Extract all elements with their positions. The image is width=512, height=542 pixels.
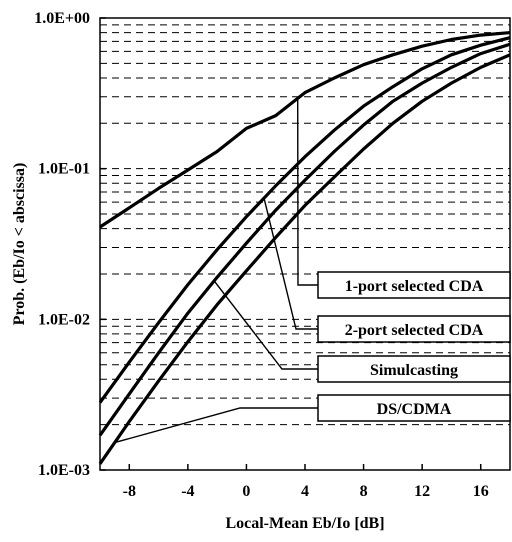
x-tick-label: -4 <box>181 483 194 500</box>
y-tick-label: 1.0E-02 <box>38 311 90 328</box>
legend-leader-line <box>114 407 318 444</box>
x-tick-label: 4 <box>301 483 309 500</box>
y-tick-label: 1.0E-01 <box>38 161 90 178</box>
y-axis-label: Prob. (Eb/Io < abscissa) <box>11 163 28 326</box>
x-tick-label: 8 <box>360 483 368 500</box>
legend-label: Simulcasting <box>370 362 458 379</box>
legend-box <box>317 315 511 343</box>
x-tick-label: 0 <box>242 483 250 500</box>
legend-leader-line <box>297 98 318 286</box>
x-tick-label: 16 <box>473 483 489 500</box>
legend-box <box>317 394 511 422</box>
x-tick-label: 12 <box>414 483 430 500</box>
series-line-1-port-selected-cda <box>99 31 511 229</box>
series-line-simulcasting <box>98 42 511 437</box>
legend-label: 1-port selected CDA <box>345 278 484 295</box>
axis-ticks: 1.0E-03 1.0E-02 1.0E-01 1.0E+00 -8 -4 0 4 8 12 16 <box>34 10 489 500</box>
legend-label: 2-port selected CDA <box>345 322 484 339</box>
legend-box <box>317 355 511 383</box>
y-tick-label: 1.0E-03 <box>38 462 90 479</box>
legend-box <box>317 271 511 299</box>
series-line-ds-cdma <box>98 53 511 465</box>
series-line-2-port-selected-cda <box>98 36 511 404</box>
series-lines <box>98 31 511 465</box>
legend-label: DS/CDMA <box>377 401 452 418</box>
legend-leader-line <box>263 197 318 330</box>
x-tick-label: -8 <box>123 483 136 500</box>
x-axis-label: Local-Mean Eb/Io [dB] <box>225 515 384 532</box>
legend: 1-port selected CDA 2-port selected CDA Si… <box>114 98 511 444</box>
legend-leader-line <box>213 280 318 370</box>
y-tick-label: 1.0E+00 <box>34 10 90 27</box>
